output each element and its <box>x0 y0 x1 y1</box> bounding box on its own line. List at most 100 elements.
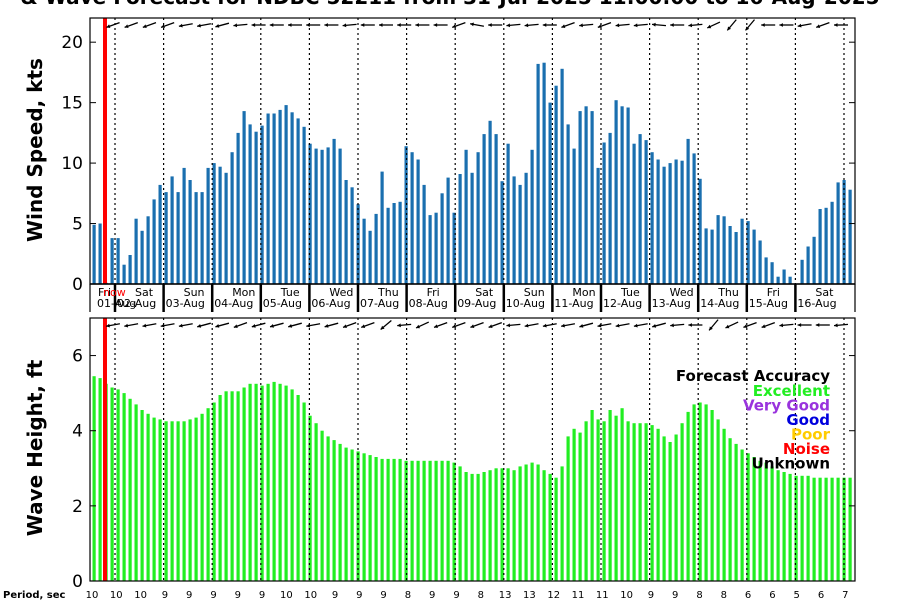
wave-arrow-head <box>160 323 165 328</box>
wave-arrow <box>779 323 794 328</box>
wind-speed-axis-label: Wind Speed, kts <box>23 58 47 242</box>
wave-bar <box>170 421 174 581</box>
wind-arrow <box>688 23 703 28</box>
wave-arrow <box>633 323 648 328</box>
period-value: 10 <box>110 590 123 600</box>
wind-bar <box>650 152 654 284</box>
date-label: 14-Aug <box>700 297 739 310</box>
wave-arrow-head <box>670 323 674 328</box>
period-value: 9 <box>235 590 241 600</box>
wind-arrow-head <box>215 24 220 28</box>
wind-bar <box>746 221 750 284</box>
weekday-label: Tue <box>620 286 640 299</box>
wave-arrow-head <box>779 323 784 328</box>
wave-bar <box>320 430 324 581</box>
date-label: 15-Aug <box>749 297 788 310</box>
wave-bar <box>302 402 306 581</box>
wind-arrow <box>761 23 776 27</box>
wind-bar <box>320 149 324 284</box>
wave-bar <box>494 468 498 581</box>
period-value: 9 <box>186 590 192 600</box>
wind-arrow <box>651 22 667 27</box>
wave-arrow-head <box>815 323 820 327</box>
period-value: 8 <box>478 590 484 600</box>
wind-bar <box>602 142 606 284</box>
date-label: 06-Aug <box>311 297 350 310</box>
wave-bar <box>278 383 282 582</box>
wave-bar <box>488 470 492 581</box>
wind-arrow <box>124 21 139 29</box>
wave-arrow <box>124 323 139 328</box>
wind-arrow <box>215 22 230 28</box>
wind-bar <box>680 160 684 284</box>
wind-arrow-head <box>561 24 566 28</box>
wind-arrow-head <box>816 24 821 28</box>
wave-arrow-head <box>597 323 602 328</box>
wave-bar <box>554 477 558 581</box>
wave-y-tick-label: 2 <box>72 497 83 517</box>
wave-arrow-head <box>215 324 220 328</box>
wave-plot-frame <box>89 317 856 582</box>
now-label: now <box>103 286 126 299</box>
wave-bar <box>422 460 426 581</box>
wind-arrow-head <box>834 23 838 27</box>
wind-bar <box>302 126 306 284</box>
wind-bar <box>212 163 216 284</box>
period-value: 9 <box>332 590 338 600</box>
weekday-label: Sun <box>524 286 545 299</box>
legend-item: Very Good <box>743 397 830 415</box>
weekday-label: Thu <box>717 286 739 299</box>
wind-bar <box>458 174 462 284</box>
wave-arrow <box>542 323 557 328</box>
period-value: 5 <box>794 590 800 600</box>
wave-bar <box>812 477 816 581</box>
wave-arrow <box>251 322 266 328</box>
wave-arrow-head <box>561 323 565 328</box>
wind-bar <box>332 138 336 284</box>
wave-bar <box>338 443 342 581</box>
period-value: 6 <box>745 590 751 600</box>
wind-arrow-head <box>779 23 783 27</box>
wind-bar <box>728 226 732 284</box>
wave-height-bars <box>92 376 852 582</box>
wave-arrow-head <box>797 323 802 327</box>
wind-bar <box>98 223 102 284</box>
wind-bar <box>260 125 264 284</box>
wind-bar <box>290 112 294 284</box>
wave-bar <box>230 391 234 581</box>
wind-arrow <box>106 21 120 29</box>
wave-bar <box>122 393 126 581</box>
wave-bar <box>458 466 462 581</box>
wind-arrow <box>561 21 575 29</box>
wave-arrow-head <box>270 324 274 328</box>
wave-bar <box>380 458 384 581</box>
wave-arrow <box>615 323 630 328</box>
wind-arrow-head <box>379 23 383 27</box>
period-value: 8 <box>696 590 702 600</box>
wind-bar <box>116 238 120 284</box>
wave-y-tick-label: 6 <box>72 347 83 367</box>
wave-arrow <box>415 321 430 329</box>
wind-bar <box>194 192 198 284</box>
wave-arrow <box>725 321 739 329</box>
weekday-label: Fri <box>427 286 440 299</box>
wave-arrow <box>506 323 521 328</box>
wave-arrow <box>652 322 666 328</box>
weekday-label: Mon <box>232 286 255 299</box>
wind-bar <box>662 166 666 284</box>
wave-bar <box>386 458 390 581</box>
wave-bar <box>638 423 642 581</box>
wave-arrow <box>142 323 157 328</box>
wave-arrow <box>433 321 448 329</box>
wind-bar <box>506 143 510 284</box>
wind-bar <box>584 106 588 284</box>
wave-bar <box>440 460 444 581</box>
wind-arrow <box>415 23 430 27</box>
wave-bar <box>668 442 672 581</box>
wave-arrow <box>560 323 576 328</box>
wave-bar <box>410 460 414 581</box>
wind-bar <box>500 181 504 284</box>
period-value: 9 <box>429 590 435 600</box>
period-value: 9 <box>380 590 386 600</box>
wave-bar <box>152 417 156 581</box>
